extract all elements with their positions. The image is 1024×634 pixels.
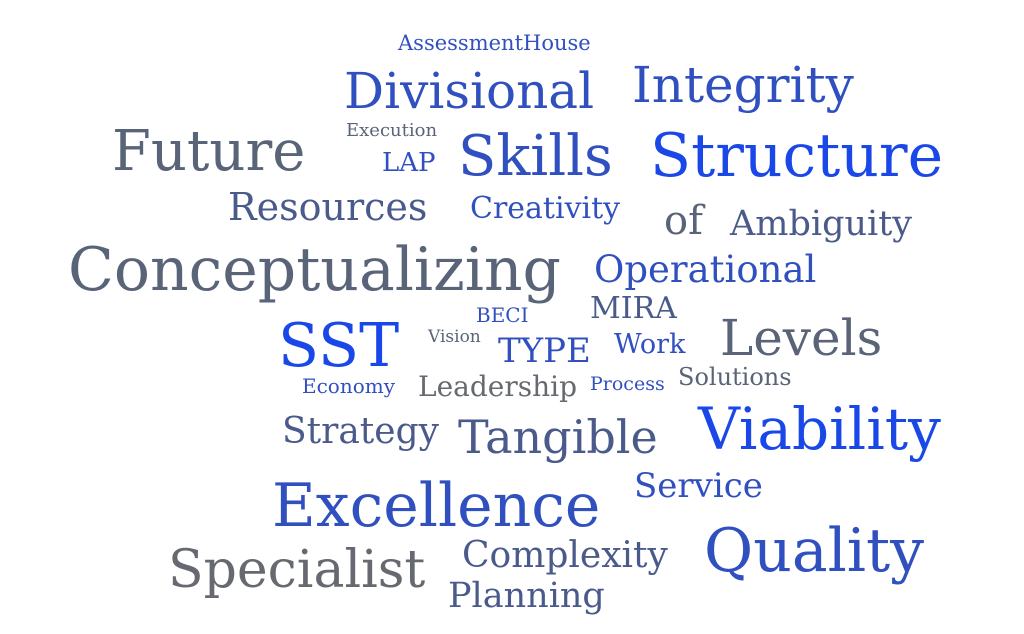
word-creativity: Creativity <box>470 191 621 226</box>
word-execution: Execution <box>346 120 438 141</box>
word-integrity: Integrity <box>632 56 854 114</box>
word-assessmenthouse: AssessmentHouse <box>398 31 591 55</box>
word-complexity: Complexity <box>462 535 668 576</box>
word-skills: Skills <box>458 124 613 189</box>
word-leadership: Leadership <box>418 370 578 403</box>
word-viability: Viability <box>698 395 941 463</box>
word-tangible: Tangible <box>458 410 658 464</box>
word-vision: Vision <box>428 327 481 347</box>
word-excellence: Excellence <box>272 471 601 541</box>
word-levels: Levels <box>720 309 883 367</box>
word-service: Service <box>634 466 763 506</box>
word-resources: Resources <box>228 185 428 229</box>
word-future: Future <box>112 119 306 184</box>
word-strategy: Strategy <box>282 411 439 452</box>
word-quality: Quality <box>704 516 924 586</box>
word-sst: SST <box>278 311 400 381</box>
word-conceptualizing: Conceptualizing <box>68 235 561 305</box>
word-operational: Operational <box>594 248 817 291</box>
word-solutions: Solutions <box>678 363 792 391</box>
word-beci: BECI <box>476 303 529 327</box>
word-economy: Economy <box>302 374 396 398</box>
word-process: Process <box>590 373 665 395</box>
word-structure: Structure <box>650 121 944 191</box>
word-ambiguity: Ambiguity <box>730 204 913 244</box>
word-lap: LAP <box>382 148 436 178</box>
word-divisional: Divisional <box>344 62 595 120</box>
word-mira: MIRA <box>590 291 677 326</box>
word-planning: Planning <box>448 576 605 616</box>
word-work: Work <box>614 329 686 360</box>
word-specialist: Specialist <box>168 540 426 600</box>
word-type: TYPE <box>498 331 591 371</box>
word-of: of <box>664 198 703 244</box>
